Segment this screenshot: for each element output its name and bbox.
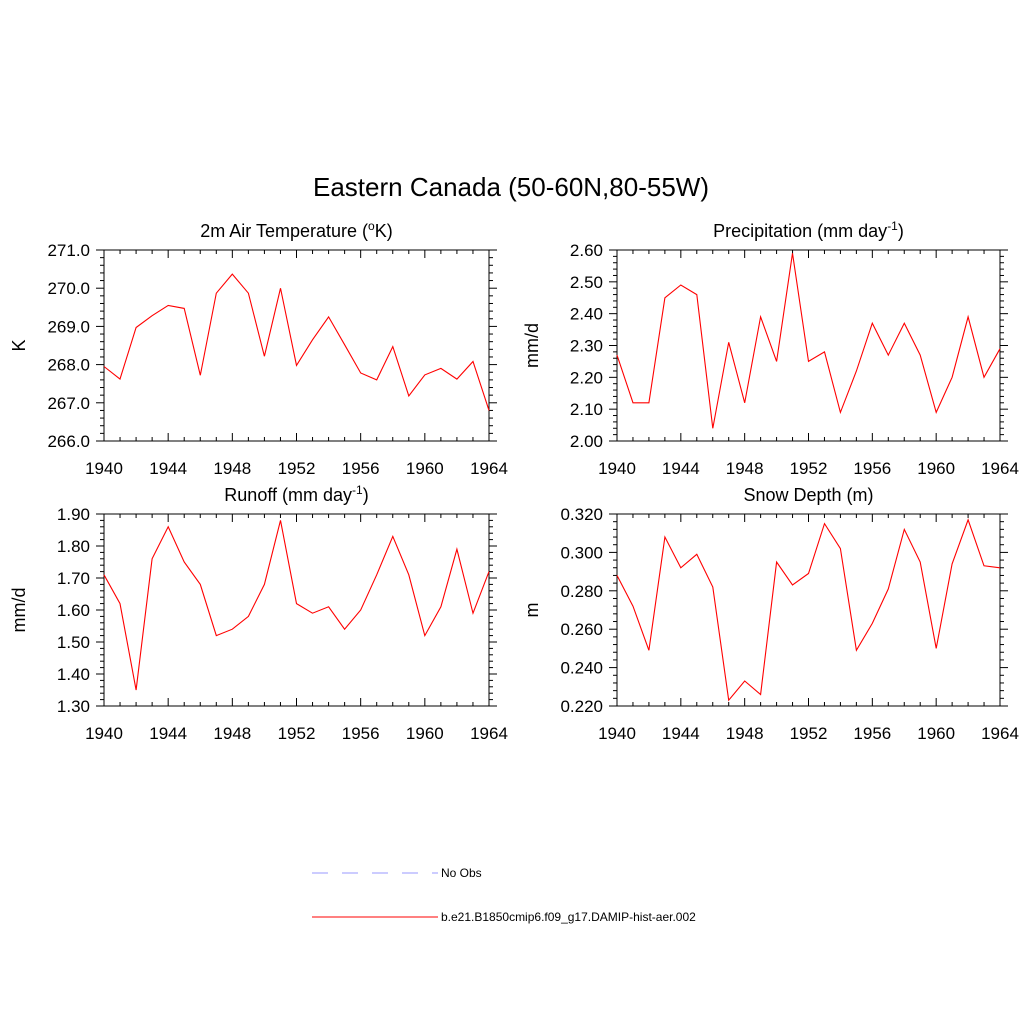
x-tick-label: 1948 [726,459,764,478]
y-tick-label: 1.80 [57,537,90,556]
y-tick-label: 1.90 [57,505,90,524]
x-tick-label: 1956 [342,459,380,478]
y-axis-label: m [522,603,542,618]
x-tick-label: 1956 [853,724,891,743]
y-tick-label: 0.320 [560,505,603,524]
y-tick-label: 270.0 [47,279,90,298]
series-line [616,253,1001,429]
y-tick-label: 2.60 [570,241,603,260]
series-line [103,273,490,411]
x-tick-label: 1960 [917,724,955,743]
y-axis-label: mm/d [522,323,542,368]
x-tick-label: 1956 [853,459,891,478]
x-tick-label: 1952 [790,724,828,743]
x-tick-label: 1944 [662,724,700,743]
x-tick-label: 1948 [213,459,251,478]
figure-title: Eastern Canada (50-60N,80-55W) [313,172,709,202]
y-tick-label: 1.70 [57,569,90,588]
y-tick-label: 1.60 [57,601,90,620]
y-tick-label: 2.30 [570,337,603,356]
y-tick-label: 1.30 [57,697,90,716]
legend-label: No Obs [441,866,482,880]
panel-3: Runoff (mm day-1) mm/d 1940 1944 1948 1952 195… [9,483,508,743]
y-tick-label: 0.280 [560,582,603,601]
x-tick-label: 1948 [213,724,251,743]
x-tick-label: 1964 [981,459,1019,478]
y-tick-label: 2.50 [570,273,603,292]
panel-title: Runoff (mm day-1) [224,483,368,505]
plot-frame [103,249,490,442]
y-tick-label: 268.0 [47,356,90,375]
x-tick-label: 1940 [85,724,123,743]
panel-2: Precipitation (mm day-1) mm/d 1940 1944 1948… [522,219,1019,478]
plot-frame [103,513,490,707]
legend-label: b.e21.B1850cmip6.f09_g17.DAMIP-hist-aer.… [441,910,696,924]
y-tick-label: 0.300 [560,543,603,562]
y-tick-label: 0.240 [560,659,603,678]
y-tick-label: 271.0 [47,241,90,260]
y-tick-label: 269.0 [47,317,90,336]
panel-4: Snow Depth (m) m 1940 1944 1948 1952 1956 1960 1… [522,485,1019,743]
x-tick-label: 1960 [406,724,444,743]
x-tick-label: 1944 [149,459,187,478]
x-tick-label: 1944 [662,459,700,478]
series-line [616,518,1001,702]
x-tick-label: 1960 [917,459,955,478]
x-tick-label: 1944 [149,724,187,743]
y-tick-label: 0.260 [560,620,603,639]
x-tick-label: 1960 [406,459,444,478]
y-tick-label: 2.10 [570,400,603,419]
plot-frame [616,513,1001,707]
x-tick-label: 1964 [470,724,508,743]
panel-title: 2m Air Temperature (oK) [200,219,392,241]
y-tick-label: 1.40 [57,665,90,684]
x-tick-label: 1952 [278,724,316,743]
x-tick-label: 1964 [981,724,1019,743]
x-tick-label: 1940 [598,459,636,478]
y-tick-label: 2.00 [570,432,603,451]
y-tick-label: 0.220 [560,697,603,716]
y-tick-label: 1.50 [57,633,90,652]
x-tick-label: 1964 [470,459,508,478]
y-tick-label: 2.20 [570,368,603,387]
y-tick-label: 267.0 [47,394,90,413]
x-tick-label: 1948 [726,724,764,743]
y-axis-label: mm/d [9,588,29,633]
x-tick-label: 1952 [790,459,828,478]
panel-1: 2m Air Temperature (oK) K 1940 1944 1948 1952… [9,219,508,478]
plot-frame [616,249,1001,442]
y-tick-label: 266.0 [47,432,90,451]
y-tick-label: 2.40 [570,305,603,324]
series-line [103,520,490,691]
panel-title: Snow Depth (m) [743,485,873,505]
x-tick-label: 1940 [598,724,636,743]
x-tick-label: 1952 [278,459,316,478]
x-tick-label: 1956 [342,724,380,743]
legend: No Obs b.e21.B1850cmip6.f09_g17.DAMIP-his… [312,866,696,924]
y-axis-label: K [9,339,29,351]
panel-title: Precipitation (mm day-1) [713,219,904,241]
x-tick-label: 1940 [85,459,123,478]
panels-group: 2m Air Temperature (oK) K 1940 1944 1948 1952… [9,219,1019,743]
